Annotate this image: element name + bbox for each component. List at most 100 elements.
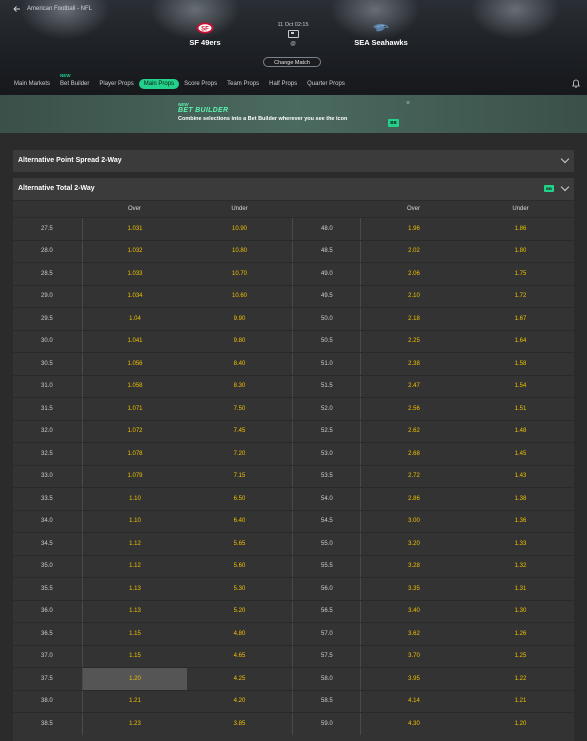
tab-team-props[interactable]: Team Props	[227, 81, 260, 87]
under-odds-button[interactable]: 8.40	[233, 360, 246, 367]
under-odds-button[interactable]: 4.65	[233, 653, 246, 660]
over-odds-button[interactable]: 1.041	[82, 330, 187, 352]
over-odds-button[interactable]: 2.62	[360, 420, 467, 442]
under-odds-button[interactable]: 8.30	[233, 383, 246, 390]
under-odds-button[interactable]: 1.43	[514, 473, 527, 480]
over-odds-button[interactable]: 1.12	[82, 533, 187, 555]
close-icon[interactable]: ×	[406, 100, 411, 107]
change-match-button[interactable]: Change Match	[263, 57, 321, 67]
under-odds-button[interactable]: 1.21	[514, 698, 527, 705]
over-odds-button[interactable]: 1.078	[82, 443, 187, 465]
tab-score-props[interactable]: Score Props	[184, 81, 218, 87]
under-odds-button[interactable]: 1.75	[514, 270, 527, 277]
under-odds-button[interactable]: 5.20	[233, 608, 246, 615]
under-odds-button[interactable]: 10.80	[231, 248, 247, 255]
under-odds-button[interactable]: 1.51	[514, 405, 527, 412]
under-odds-button[interactable]: 1.48	[514, 428, 527, 435]
over-odds-button[interactable]: 3.20	[360, 533, 467, 555]
over-odds-button[interactable]: 3.70	[360, 645, 467, 667]
under-odds-button[interactable]: 7.15	[233, 473, 246, 480]
over-odds-button[interactable]: 4.14	[360, 690, 467, 712]
over-odds-button[interactable]: 2.25	[360, 330, 467, 352]
over-odds-button[interactable]: 1.072	[82, 420, 187, 442]
breadcrumb[interactable]: American Football - NFL	[13, 5, 92, 13]
over-odds-button[interactable]: 1.12	[82, 555, 187, 577]
under-odds-button[interactable]: 1.33	[514, 540, 527, 547]
over-odds-button[interactable]: 1.058	[82, 375, 187, 397]
under-odds-button[interactable]: 1.26	[514, 630, 527, 637]
under-odds-button[interactable]: 4.20	[233, 698, 246, 705]
under-odds-button[interactable]: 1.86	[514, 225, 527, 232]
section-alt-point-spread[interactable]: Alternative Point Spread 2-Way	[13, 150, 574, 172]
under-odds-button[interactable]: 1.45	[514, 450, 527, 457]
over-odds-button[interactable]: 2.68	[360, 443, 467, 465]
under-odds-button[interactable]: 5.30	[233, 585, 246, 592]
over-odds-button[interactable]: 3.40	[360, 600, 467, 622]
under-odds-button[interactable]: 4.80	[233, 630, 246, 637]
under-odds-button[interactable]: 1.54	[514, 383, 527, 390]
under-odds-button[interactable]: 10.90	[231, 225, 247, 232]
over-odds-button[interactable]: 1.96	[360, 218, 467, 240]
over-odds-button[interactable]: 1.031	[82, 218, 187, 240]
tab-quarter-props[interactable]: Quarter Props	[307, 81, 345, 87]
over-odds-button[interactable]: 1.034	[82, 285, 187, 307]
tab-main-markets[interactable]: Main Markets	[14, 81, 51, 87]
under-odds-button[interactable]: 7.20	[233, 450, 246, 457]
over-odds-button[interactable]: 2.86	[360, 488, 467, 510]
under-odds-button[interactable]: 4.25	[233, 675, 246, 682]
under-odds-button[interactable]: 5.60	[233, 563, 246, 570]
over-odds-button[interactable]: 1.20	[82, 668, 187, 690]
over-odds-button[interactable]: 1.15	[82, 623, 187, 645]
chevron-down-icon[interactable]	[560, 154, 570, 164]
over-odds-button[interactable]: 1.04	[82, 308, 187, 330]
over-odds-button[interactable]: 2.38	[360, 353, 467, 375]
over-odds-button[interactable]: 2.02	[360, 240, 467, 262]
chevron-down-icon[interactable]	[560, 182, 570, 192]
over-odds-button[interactable]: 3.28	[360, 555, 467, 577]
under-odds-button[interactable]: 1.20	[514, 720, 527, 727]
under-odds-button[interactable]: 6.50	[233, 495, 246, 502]
over-odds-button[interactable]: 1.10	[82, 488, 187, 510]
under-odds-button[interactable]: 1.36	[514, 518, 527, 525]
under-odds-button[interactable]: 1.25	[514, 653, 527, 660]
over-odds-button[interactable]: 1.079	[82, 465, 187, 487]
tab-main-props[interactable]: Main Props	[138, 79, 180, 89]
over-odds-button[interactable]: 1.21	[82, 690, 187, 712]
over-odds-button[interactable]: 1.032	[82, 240, 187, 262]
over-odds-button[interactable]: 2.10	[360, 285, 467, 307]
over-odds-button[interactable]: 3.35	[360, 578, 467, 600]
over-odds-button[interactable]: 3.00	[360, 510, 467, 532]
under-odds-button[interactable]: 9.80	[233, 338, 246, 345]
under-odds-button[interactable]: 7.50	[233, 405, 246, 412]
tab-bet-builder[interactable]: NEW Bet Builder	[60, 73, 90, 87]
under-odds-button[interactable]: 1.38	[514, 495, 527, 502]
over-odds-button[interactable]: 2.56	[360, 398, 467, 420]
over-odds-button[interactable]: 1.056	[82, 353, 187, 375]
over-odds-button[interactable]: 2.72	[360, 465, 467, 487]
over-odds-button[interactable]: 2.47	[360, 375, 467, 397]
under-odds-button[interactable]: 7.45	[233, 428, 246, 435]
under-odds-button[interactable]: 1.32	[514, 563, 527, 570]
under-odds-button[interactable]: 3.85	[233, 720, 246, 727]
under-odds-button[interactable]: 9.90	[233, 315, 246, 322]
under-odds-button[interactable]: 1.58	[514, 360, 527, 367]
over-odds-button[interactable]: 1.033	[82, 263, 187, 285]
under-odds-button[interactable]: 1.67	[514, 315, 527, 322]
over-odds-button[interactable]: 1.13	[82, 600, 187, 622]
under-odds-button[interactable]: 6.40	[233, 518, 246, 525]
over-odds-button[interactable]: 1.071	[82, 398, 187, 420]
over-odds-button[interactable]: 1.10	[82, 510, 187, 532]
over-odds-button[interactable]: 3.95	[360, 668, 467, 690]
under-odds-button[interactable]: 1.80	[514, 248, 527, 255]
under-odds-button[interactable]: 1.31	[514, 585, 527, 592]
over-odds-button[interactable]: 2.18	[360, 308, 467, 330]
tab-player-props[interactable]: Player Props	[99, 81, 134, 87]
over-odds-button[interactable]: 3.62	[360, 623, 467, 645]
over-odds-button[interactable]: 1.15	[82, 645, 187, 667]
back-arrow-icon[interactable]	[13, 5, 21, 13]
under-odds-button[interactable]: 5.65	[233, 540, 246, 547]
under-odds-button[interactable]: 1.72	[514, 293, 527, 300]
over-odds-button[interactable]: 4.30	[360, 713, 467, 735]
over-odds-button[interactable]: 1.13	[82, 578, 187, 600]
under-odds-button[interactable]: 10.70	[231, 270, 247, 277]
